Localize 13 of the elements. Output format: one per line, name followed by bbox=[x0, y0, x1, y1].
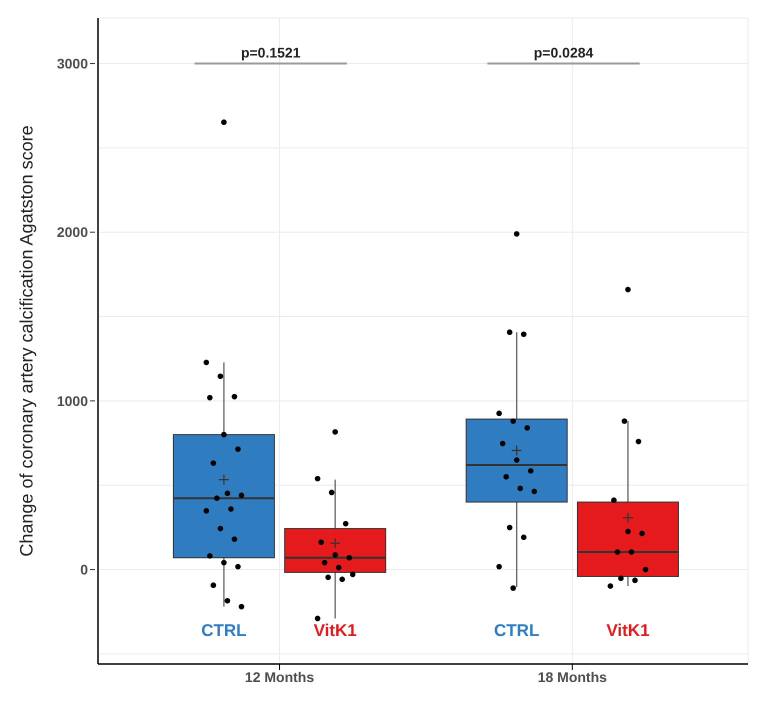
text: VitK1 bbox=[314, 621, 357, 640]
text: CTRL bbox=[201, 621, 247, 640]
x-tick-label: 12 Months bbox=[244, 668, 314, 685]
y-tick-label: 3000 bbox=[56, 56, 88, 72]
annotation: p=0.1521 bbox=[240, 44, 301, 61]
y-axis-title: Change of coronary artery calcification Agatston score bbox=[16, 125, 36, 557]
text: CTRL bbox=[494, 621, 540, 640]
text: VitK1 bbox=[606, 621, 650, 640]
y-tick-label: 1000 bbox=[56, 392, 88, 409]
annotation: p=0.0284 bbox=[534, 44, 594, 61]
y-tick-label: 0 bbox=[80, 562, 88, 578]
y-tick-label: 2000 bbox=[56, 224, 88, 240]
x-tick-label: 18 Months bbox=[538, 668, 608, 685]
